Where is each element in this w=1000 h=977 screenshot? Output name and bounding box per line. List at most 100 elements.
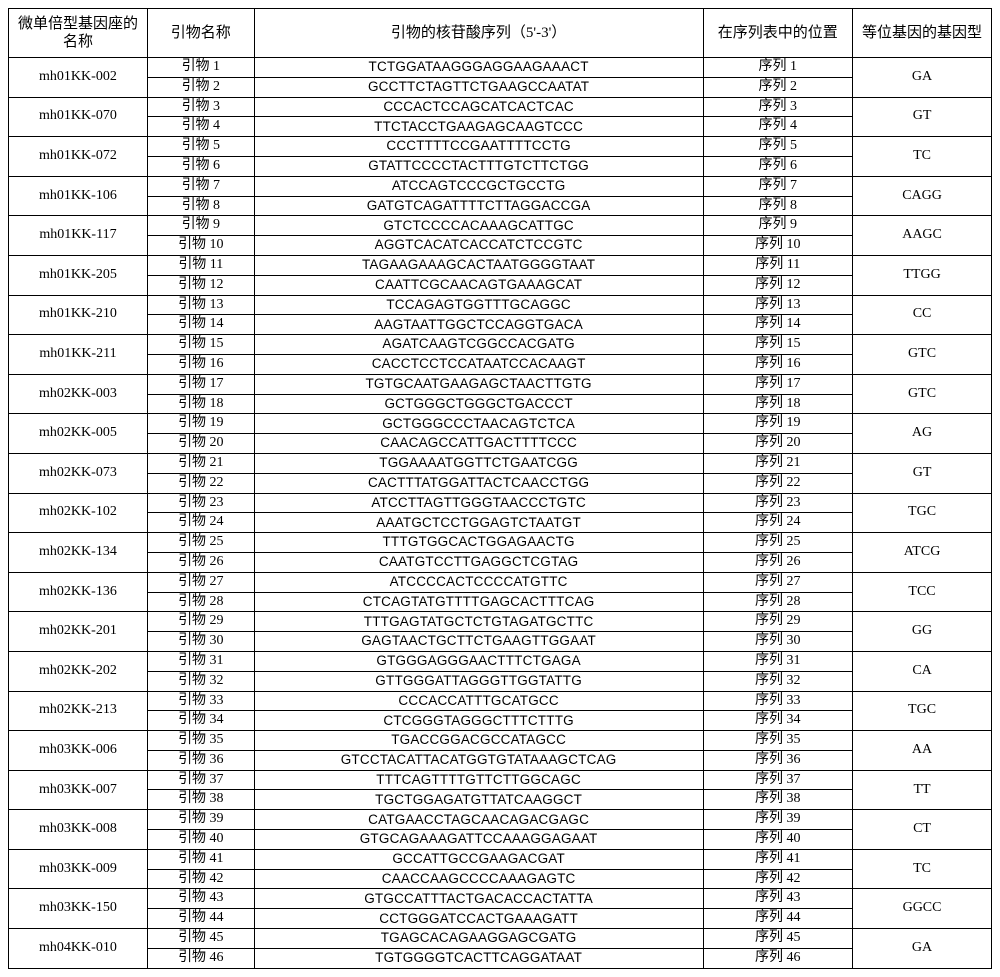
cell-sequence: TTTGAGTATGCTCTGTAGATGCTTC <box>254 612 703 632</box>
cell-locus: mh02KK-005 <box>9 414 148 454</box>
cell-primer-name: 引物 17 <box>147 374 254 394</box>
cell-locus: mh03KK-150 <box>9 889 148 929</box>
cell-primer-name: 引物 9 <box>147 216 254 236</box>
table-row: mh03KK-150引物 43GTGCCATTTACTGACACCACTATTA… <box>9 889 992 909</box>
cell-primer-name: 引物 6 <box>147 156 254 176</box>
cell-primer-name: 引物 4 <box>147 117 254 137</box>
cell-genotype: TTGG <box>853 255 992 295</box>
cell-primer-name: 引物 8 <box>147 196 254 216</box>
cell-seqpos: 序列 41 <box>703 849 853 869</box>
cell-genotype: CAGG <box>853 176 992 216</box>
cell-seqpos: 序列 15 <box>703 335 853 355</box>
cell-sequence: CCCTTTTCCGAATTTTCCTG <box>254 137 703 157</box>
cell-primer-name: 引物 30 <box>147 632 254 652</box>
cell-sequence: TGGAAAATGGTTCTGAATCGG <box>254 453 703 473</box>
cell-genotype: GA <box>853 58 992 98</box>
cell-seqpos: 序列 11 <box>703 255 853 275</box>
table-row: 引物 42CAACCAAGCCCCAAAGAGTC序列 42 <box>9 869 992 889</box>
cell-seqpos: 序列 20 <box>703 434 853 454</box>
cell-primer-name: 引物 46 <box>147 948 254 968</box>
cell-sequence: TGAGCACAGAAGGAGCGATG <box>254 929 703 949</box>
cell-locus: mh01KK-117 <box>9 216 148 256</box>
cell-primer-name: 引物 19 <box>147 414 254 434</box>
table-row: 引物 6GTATTCCCCTACTTTGTCTTCTGG序列 6 <box>9 156 992 176</box>
cell-genotype: GA <box>853 929 992 969</box>
cell-primer-name: 引物 39 <box>147 810 254 830</box>
header-sequence: 引物的核苷酸序列（5'-3'） <box>254 9 703 58</box>
cell-primer-name: 引物 36 <box>147 750 254 770</box>
cell-seqpos: 序列 9 <box>703 216 853 236</box>
cell-seqpos: 序列 25 <box>703 533 853 553</box>
cell-genotype: GT <box>853 97 992 137</box>
cell-sequence: TTTGTGGCACTGGAGAACTG <box>254 533 703 553</box>
cell-locus: mh01KK-002 <box>9 58 148 98</box>
primer-table: 微单倍型基因座的名称 引物名称 引物的核苷酸序列（5'-3'） 在序列表中的位置… <box>8 8 992 969</box>
cell-sequence: CAATGTCCTTGAGGCTCGTAG <box>254 552 703 572</box>
cell-primer-name: 引物 1 <box>147 58 254 78</box>
cell-seqpos: 序列 4 <box>703 117 853 137</box>
cell-genotype: GTC <box>853 374 992 414</box>
table-row: mh01KK-070引物 3CCCACTCCAGCATCACTCAC序列 3GT <box>9 97 992 117</box>
cell-sequence: GTTGGGATTAGGGTTGGTATTG <box>254 671 703 691</box>
cell-primer-name: 引物 29 <box>147 612 254 632</box>
cell-primer-name: 引物 3 <box>147 97 254 117</box>
cell-seqpos: 序列 23 <box>703 493 853 513</box>
cell-seqpos: 序列 1 <box>703 58 853 78</box>
header-genotype: 等位基因的基因型 <box>853 9 992 58</box>
cell-sequence: TGACCGGACGCCATAGCC <box>254 731 703 751</box>
cell-genotype: AG <box>853 414 992 454</box>
cell-primer-name: 引物 32 <box>147 671 254 691</box>
cell-genotype: CT <box>853 810 992 850</box>
header-locus: 微单倍型基因座的名称 <box>9 9 148 58</box>
cell-seqpos: 序列 42 <box>703 869 853 889</box>
cell-locus: mh02KK-073 <box>9 453 148 493</box>
table-row: 引物 16CACCTCCTCCATAATCCACAAGT序列 16 <box>9 354 992 374</box>
cell-primer-name: 引物 22 <box>147 473 254 493</box>
cell-seqpos: 序列 16 <box>703 354 853 374</box>
cell-primer-name: 引物 28 <box>147 592 254 612</box>
cell-locus: mh02KK-136 <box>9 572 148 612</box>
cell-primer-name: 引物 35 <box>147 731 254 751</box>
table-row: 引物 44CCTGGGATCCACTGAAAGATT序列 44 <box>9 909 992 929</box>
cell-sequence: CAATTCGCAACAGTGAAAGCAT <box>254 275 703 295</box>
cell-primer-name: 引物 7 <box>147 176 254 196</box>
cell-primer-name: 引物 40 <box>147 830 254 850</box>
table-body: mh01KK-002引物 1TCTGGATAAGGGAGGAAGAAACT序列 … <box>9 58 992 969</box>
table-row: mh02KK-102引物 23ATCCTTAGTTGGGTAACCCTGTC序列… <box>9 493 992 513</box>
cell-primer-name: 引物 11 <box>147 255 254 275</box>
table-row: mh02KK-003引物 17TGTGCAATGAAGAGCTAACTTGTG序… <box>9 374 992 394</box>
cell-primer-name: 引物 45 <box>147 929 254 949</box>
cell-seqpos: 序列 30 <box>703 632 853 652</box>
table-row: mh01KK-205引物 11TAGAAGAAAGCACTAATGGGGTAAT… <box>9 255 992 275</box>
cell-seqpos: 序列 45 <box>703 929 853 949</box>
cell-sequence: ATCCAGTCCCGCTGCCTG <box>254 176 703 196</box>
table-row: mh02KK-213引物 33CCCACCATTTGCATGCC序列 33TGC <box>9 691 992 711</box>
cell-genotype: TC <box>853 137 992 177</box>
table-row: mh03KK-009引物 41GCCATTGCCGAAGACGAT序列 41TC <box>9 849 992 869</box>
cell-seqpos: 序列 21 <box>703 453 853 473</box>
cell-primer-name: 引物 14 <box>147 315 254 335</box>
cell-sequence: AAGTAATTGGCTCCAGGTGACA <box>254 315 703 335</box>
cell-seqpos: 序列 32 <box>703 671 853 691</box>
cell-seqpos: 序列 36 <box>703 750 853 770</box>
cell-sequence: GCCATTGCCGAAGACGAT <box>254 849 703 869</box>
cell-seqpos: 序列 28 <box>703 592 853 612</box>
cell-genotype: GTC <box>853 335 992 375</box>
cell-sequence: CACTTTATGGATTACTCAACCTGG <box>254 473 703 493</box>
cell-sequence: CAACCAAGCCCCAAAGAGTC <box>254 869 703 889</box>
table-row: 引物 24AAATGCTCCTGGAGTCTAATGT序列 24 <box>9 513 992 533</box>
cell-sequence: TGTGGGGTCACTTCAGGATAAT <box>254 948 703 968</box>
table-row: mh03KK-008引物 39CATGAACCTAGCAACAGACGAGC序列… <box>9 810 992 830</box>
cell-seqpos: 序列 29 <box>703 612 853 632</box>
cell-seqpos: 序列 33 <box>703 691 853 711</box>
cell-locus: mh03KK-008 <box>9 810 148 850</box>
cell-sequence: GAGTAACTGCTTCTGAAGTTGGAAT <box>254 632 703 652</box>
table-row: 引物 38TGCTGGAGATGTTATCAAGGCT序列 38 <box>9 790 992 810</box>
table-row: mh04KK-010引物 45TGAGCACAGAAGGAGCGATG序列 45… <box>9 929 992 949</box>
table-row: 引物 22CACTTTATGGATTACTCAACCTGG序列 22 <box>9 473 992 493</box>
table-row: mh03KK-006引物 35TGACCGGACGCCATAGCC序列 35AA <box>9 731 992 751</box>
table-row: mh02KK-136引物 27ATCCCCACTCCCCATGTTC序列 27T… <box>9 572 992 592</box>
cell-sequence: AGATCAAGTCGGCCACGATG <box>254 335 703 355</box>
cell-sequence: TAGAAGAAAGCACTAATGGGGTAAT <box>254 255 703 275</box>
cell-genotype: GG <box>853 612 992 652</box>
